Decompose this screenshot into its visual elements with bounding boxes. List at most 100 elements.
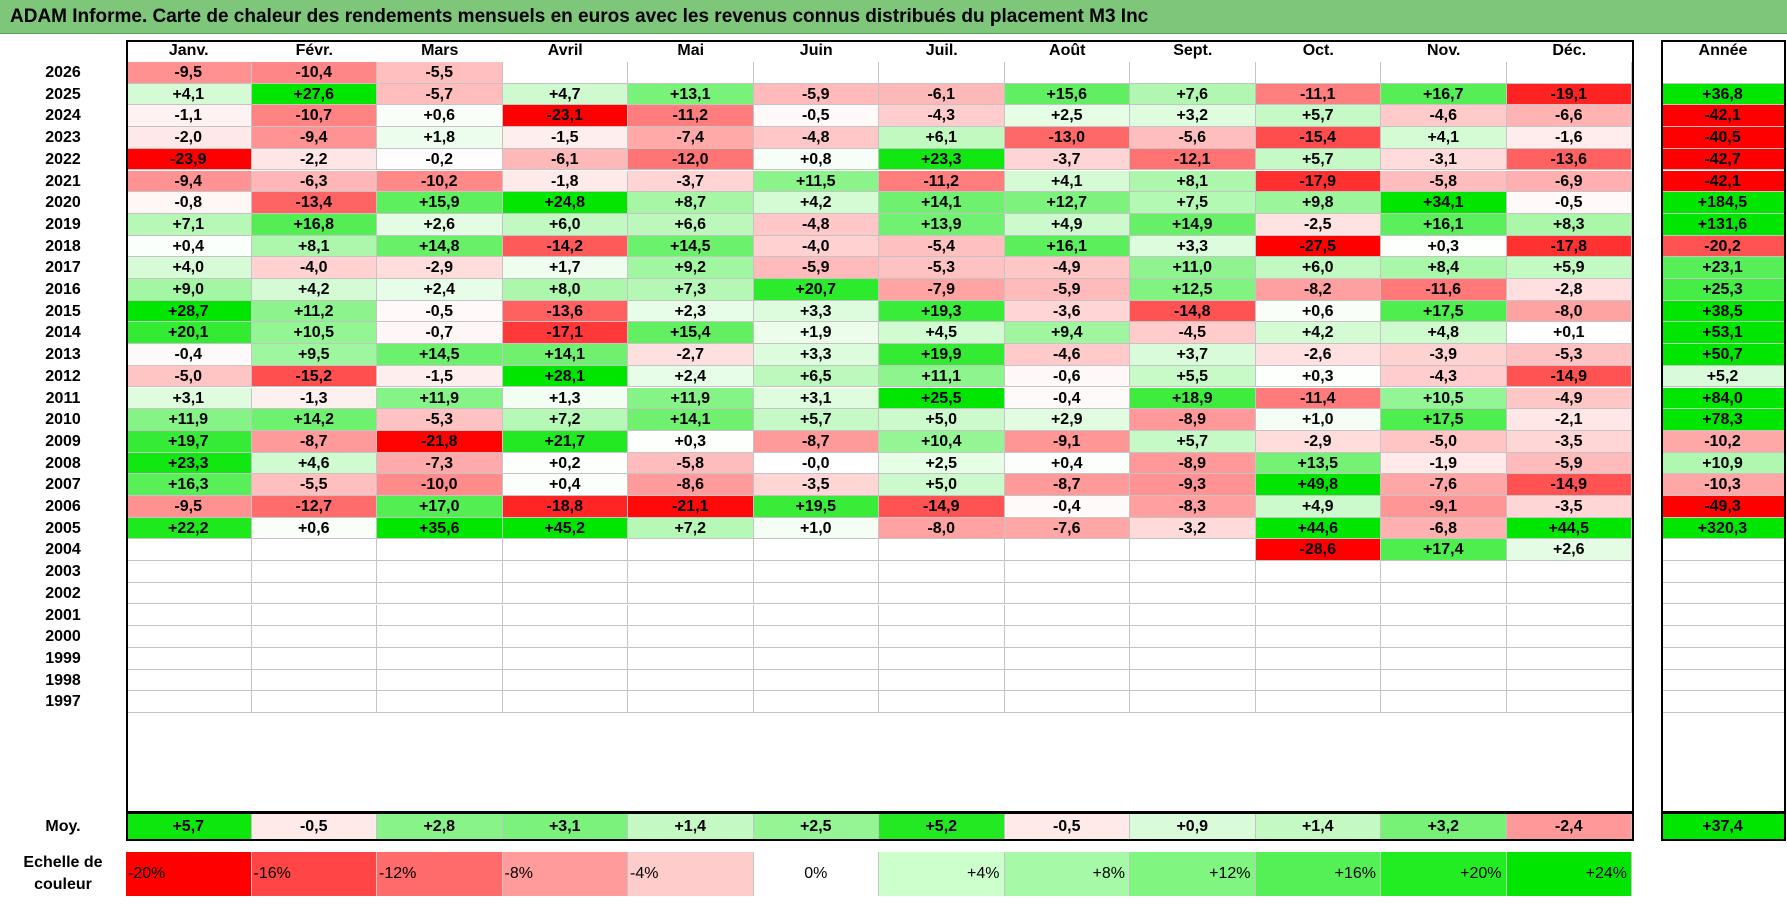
heatmap-cell: -2,8 [1506, 279, 1632, 301]
heatmap-cell [251, 561, 377, 583]
heatmap-cell [1506, 691, 1632, 713]
heatmap-cell [1004, 691, 1130, 713]
average-cell: +2,5 [753, 813, 879, 840]
heatmap-cell: -11,2 [879, 170, 1005, 193]
heatmap-cell: +10,5 [1381, 387, 1507, 410]
heatmap-cell: -3,2 [1130, 517, 1256, 540]
heatmap-cell: +6,1 [879, 127, 1005, 149]
year-label: 2022 [45, 150, 81, 168]
heatmap-cell: -13,6 [502, 300, 628, 323]
heatmap-cell: -0,5 [1506, 192, 1632, 214]
heatmap-cell [753, 582, 879, 605]
heatmap-cell [628, 647, 754, 670]
heatmap-cell: +11,0 [1130, 257, 1256, 279]
heatmap-cell [502, 561, 628, 583]
average-cell: +3,1 [502, 813, 628, 840]
heatmap-cell: +6,5 [753, 365, 879, 388]
month-header: Août [1049, 42, 1086, 59]
year-label: 2014 [45, 324, 81, 342]
heatmap-cell: -2,1 [1506, 409, 1632, 431]
annual-cell [1661, 62, 1785, 84]
heatmap-cell: +4,2 [251, 279, 377, 301]
heatmap-cell [1130, 561, 1256, 583]
heatmap-cell: -10,4 [251, 62, 377, 84]
heatmap-cell [1004, 539, 1130, 562]
heatmap-cell: +34,1 [1381, 192, 1507, 214]
annual-cell [1661, 647, 1785, 670]
average-cell: +1,4 [628, 813, 754, 840]
annual-cell: +84,0 [1661, 387, 1785, 410]
heatmap-cell: -8,7 [251, 430, 377, 453]
scale-step: +4% [879, 852, 1005, 896]
average-cell: +5,7 [126, 813, 252, 840]
heatmap-cell [1255, 62, 1381, 84]
heatmap-cell [753, 62, 879, 84]
heatmap-cell [628, 669, 754, 692]
heatmap-cell: +4,6 [251, 452, 377, 475]
heatmap-cell: +0,4 [502, 474, 628, 496]
heatmap-cell: +9,5 [251, 344, 377, 366]
heatmap-cell: +2,5 [879, 452, 1005, 475]
heatmap-cell: +1,3 [502, 387, 628, 410]
heatmap-cell [1130, 604, 1256, 627]
heatmap-cell [126, 561, 252, 583]
heatmap-cell [502, 647, 628, 670]
heatmap-cell: +14,1 [502, 344, 628, 366]
year-label: 2015 [45, 302, 81, 320]
scale-step: +12% [1130, 852, 1256, 896]
year-label: 2005 [45, 519, 81, 537]
annual-cell [1661, 691, 1785, 713]
heatmap-cell: +16,1 [1381, 213, 1507, 236]
heatmap-cell: +17,0 [377, 496, 503, 518]
heatmap-cell: +4,9 [1255, 496, 1381, 518]
heatmap-cell: -3,5 [1506, 430, 1632, 453]
heatmap-cell: +2,5 [1004, 105, 1130, 128]
heatmap-cell: +28,7 [126, 300, 252, 323]
heatmap-cell: -2,9 [377, 257, 503, 279]
heatmap-cell: +16,1 [1004, 235, 1130, 258]
heatmap-cell: +2,4 [628, 365, 754, 388]
heatmap-cell: +1,0 [753, 517, 879, 540]
annual-cell: +25,3 [1661, 279, 1785, 301]
heatmap-cell: -11,2 [628, 105, 754, 128]
heatmap-cell: +9,2 [628, 257, 754, 279]
month-header: Juil. [925, 42, 958, 59]
heatmap-cell: +24,8 [502, 192, 628, 214]
heatmap-cell [1130, 691, 1256, 713]
year-header: Année [1698, 42, 1748, 59]
heatmap-cell: +5,0 [879, 409, 1005, 431]
heatmap-cell: +13,9 [879, 213, 1005, 236]
month-header: Janv. [168, 42, 209, 59]
heatmap-cell [1255, 582, 1381, 605]
year-label: 2026 [45, 64, 81, 81]
heatmap-cell: -4,5 [1130, 322, 1256, 345]
heatmap-cell: +19,9 [879, 344, 1005, 366]
heatmap-cell [1004, 626, 1130, 648]
heatmap-cell [502, 539, 628, 562]
heatmap-cell: +22,2 [126, 517, 252, 540]
heatmap-cell [126, 691, 252, 713]
heatmap-cell [879, 669, 1005, 692]
heatmap-cell: -9,4 [251, 127, 377, 149]
year-label: 2016 [45, 281, 81, 298]
heatmap-cell: -18,8 [502, 496, 628, 518]
heatmap-cell [1506, 669, 1632, 692]
heatmap-cell: +3,1 [753, 387, 879, 410]
heatmap-cell: -1,5 [502, 127, 628, 149]
heatmap-cell: -5,5 [251, 474, 377, 496]
heatmap-cell: -15,2 [251, 365, 377, 388]
heatmap-cell [502, 669, 628, 692]
annual-cell: -49,3 [1661, 496, 1785, 518]
heatmap-cell: +44,5 [1506, 517, 1632, 540]
scale-step: +8% [1004, 852, 1130, 896]
heatmap-cell [1130, 582, 1256, 605]
heatmap-cell: +8,1 [1130, 170, 1256, 193]
year-label: 2003 [45, 563, 81, 581]
heatmap-cell: +5,5 [1130, 365, 1256, 388]
heatmap-cell: -14,2 [502, 235, 628, 258]
annual-cell: +320,3 [1661, 517, 1785, 540]
annual-cell: +5,2 [1661, 365, 1785, 388]
average-label: Moy. [45, 818, 81, 835]
heatmap-cell [1004, 604, 1130, 627]
heatmap-cell: -4,8 [753, 213, 879, 236]
